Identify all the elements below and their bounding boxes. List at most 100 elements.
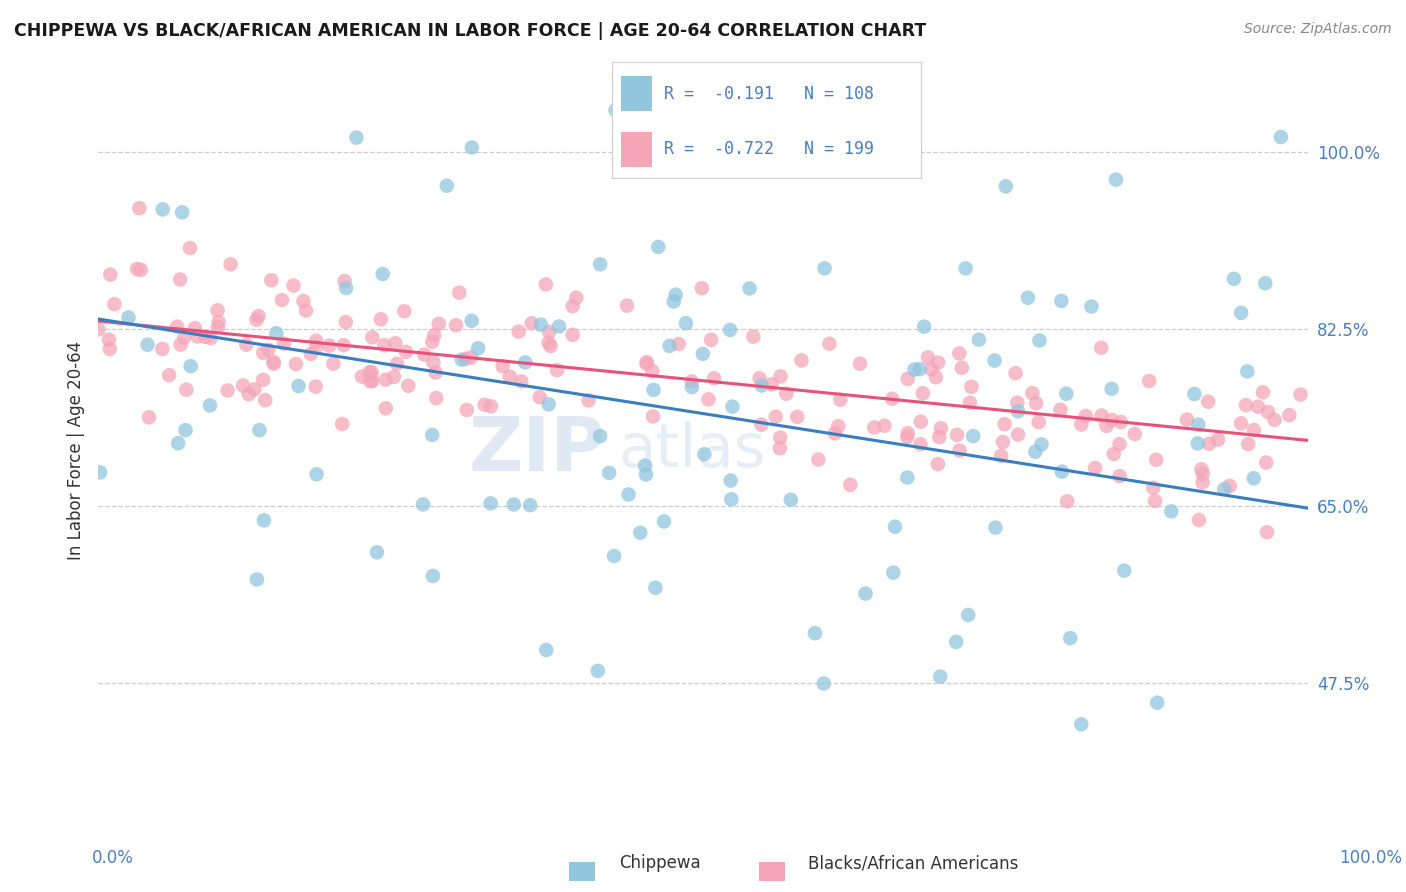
Point bbox=[491, 359, 513, 374]
Point bbox=[384, 336, 406, 351]
Point bbox=[681, 380, 703, 394]
Point bbox=[1004, 366, 1026, 380]
Point bbox=[910, 437, 932, 451]
Point bbox=[1109, 415, 1132, 429]
Point bbox=[1080, 300, 1102, 314]
Point bbox=[1146, 696, 1168, 710]
Point bbox=[1050, 293, 1073, 308]
Point bbox=[538, 325, 561, 339]
Point bbox=[335, 281, 357, 295]
Point bbox=[863, 420, 886, 434]
Point bbox=[897, 426, 920, 441]
Text: ZIP: ZIP bbox=[470, 414, 606, 487]
Point bbox=[1007, 427, 1029, 442]
Point bbox=[548, 319, 571, 334]
Point bbox=[751, 417, 773, 432]
Point bbox=[873, 418, 896, 433]
Point bbox=[897, 372, 920, 386]
Point bbox=[589, 257, 612, 271]
Point bbox=[169, 272, 191, 286]
Point bbox=[534, 277, 557, 292]
Point bbox=[332, 338, 354, 352]
Point bbox=[1198, 436, 1220, 450]
Point bbox=[742, 329, 765, 343]
Text: CHIPPEWA VS BLACK/AFRICAN AMERICAN IN LABOR FORCE | AGE 20-64 CORRELATION CHART: CHIPPEWA VS BLACK/AFRICAN AMERICAN IN LA… bbox=[14, 22, 927, 40]
Point bbox=[855, 586, 877, 600]
Point bbox=[1007, 395, 1029, 409]
Point bbox=[425, 391, 447, 405]
Point bbox=[395, 344, 418, 359]
Point bbox=[636, 357, 658, 371]
Point bbox=[1007, 404, 1029, 418]
Point bbox=[374, 373, 396, 387]
Point bbox=[1031, 437, 1053, 451]
Point bbox=[779, 492, 801, 507]
Point bbox=[634, 467, 657, 482]
Text: Source: ZipAtlas.com: Source: ZipAtlas.com bbox=[1244, 22, 1392, 37]
Point bbox=[246, 573, 269, 587]
Point bbox=[537, 335, 560, 350]
Point bbox=[252, 373, 274, 387]
Point bbox=[1114, 564, 1136, 578]
Point bbox=[454, 351, 477, 366]
Point bbox=[561, 327, 583, 342]
Point bbox=[232, 378, 254, 392]
Point bbox=[949, 443, 972, 458]
Point bbox=[243, 383, 266, 397]
Point bbox=[641, 364, 664, 378]
Point bbox=[361, 374, 384, 388]
Point bbox=[628, 525, 651, 540]
Point bbox=[427, 317, 450, 331]
Point bbox=[830, 392, 852, 407]
Point bbox=[1101, 413, 1123, 427]
Point bbox=[1256, 525, 1278, 540]
Text: 100.0%: 100.0% bbox=[1340, 849, 1402, 867]
Point bbox=[692, 347, 714, 361]
Point bbox=[1084, 461, 1107, 475]
Point bbox=[818, 336, 841, 351]
Point bbox=[420, 428, 443, 442]
Y-axis label: In Labor Force | Age 20-64: In Labor Force | Age 20-64 bbox=[66, 341, 84, 560]
Point bbox=[1090, 341, 1112, 355]
Point bbox=[125, 262, 148, 277]
Point bbox=[97, 333, 120, 347]
Point bbox=[1254, 277, 1277, 291]
Point bbox=[790, 353, 813, 368]
Point bbox=[346, 130, 368, 145]
Point bbox=[1123, 427, 1146, 442]
Text: 0.0%: 0.0% bbox=[91, 849, 134, 867]
Point bbox=[373, 338, 395, 352]
Point bbox=[882, 566, 904, 580]
Point bbox=[422, 355, 444, 369]
Point bbox=[636, 355, 658, 369]
Point bbox=[207, 315, 229, 329]
Point bbox=[450, 352, 472, 367]
Point bbox=[394, 304, 416, 318]
Text: Chippewa: Chippewa bbox=[619, 855, 700, 872]
Point bbox=[761, 377, 783, 392]
Point bbox=[1142, 481, 1164, 495]
Point bbox=[1234, 398, 1257, 412]
Point bbox=[235, 337, 257, 351]
Point bbox=[912, 319, 935, 334]
Point bbox=[219, 257, 242, 271]
Point bbox=[984, 520, 1007, 534]
Point bbox=[765, 409, 787, 424]
Point bbox=[184, 321, 207, 335]
Point bbox=[1188, 513, 1211, 527]
Point bbox=[589, 429, 612, 443]
Point bbox=[167, 436, 190, 450]
Point bbox=[333, 274, 356, 288]
Point bbox=[436, 178, 458, 193]
Point bbox=[456, 403, 478, 417]
Point bbox=[285, 357, 308, 371]
Point bbox=[1213, 482, 1236, 496]
Point bbox=[1137, 374, 1160, 388]
Point bbox=[444, 318, 467, 333]
Point bbox=[138, 410, 160, 425]
Point bbox=[169, 337, 191, 351]
Point bbox=[263, 355, 285, 369]
Point bbox=[827, 419, 849, 434]
Point bbox=[173, 330, 195, 344]
Point bbox=[136, 337, 159, 351]
